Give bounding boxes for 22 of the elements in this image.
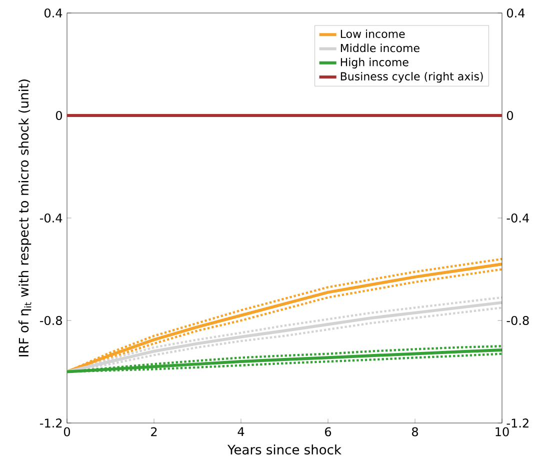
y2-tick-label: -1.2 <box>506 418 528 428</box>
x-tick-label: 4 <box>238 427 244 436</box>
y-tick-label: -0.8 <box>40 316 62 326</box>
x-axis-title: Years since shock <box>227 444 342 455</box>
x-tick-label: 8 <box>412 427 418 436</box>
legend-label: Business cycle (right axis) <box>340 72 483 83</box>
y-tick-label: 0 <box>56 110 62 120</box>
y2-tick-label: 0.4 <box>506 8 525 18</box>
x-tick-label: 6 <box>325 427 332 436</box>
y-tick-label: -0.4 <box>40 213 62 223</box>
y2-tick-label: 0 <box>506 110 514 120</box>
y-tick-label: -1.2 <box>40 418 62 428</box>
y-tick-label: 0.4 <box>44 8 62 18</box>
legend-label: Low income <box>340 29 405 38</box>
y2-tick-label: -0.8 <box>506 316 529 326</box>
y2-tick-label: -0.4 <box>506 213 529 223</box>
legend-label: Middle income <box>340 44 420 52</box>
x-tick-label: 0 <box>64 427 70 436</box>
legend-label: High income <box>340 58 408 68</box>
x-tick-label: 2 <box>151 427 157 436</box>
x-tick-label: 10 <box>496 427 509 436</box>
y-axis-title: IRF of η$_{it}$ with respect to micro shock (unit) <box>18 80 32 356</box>
